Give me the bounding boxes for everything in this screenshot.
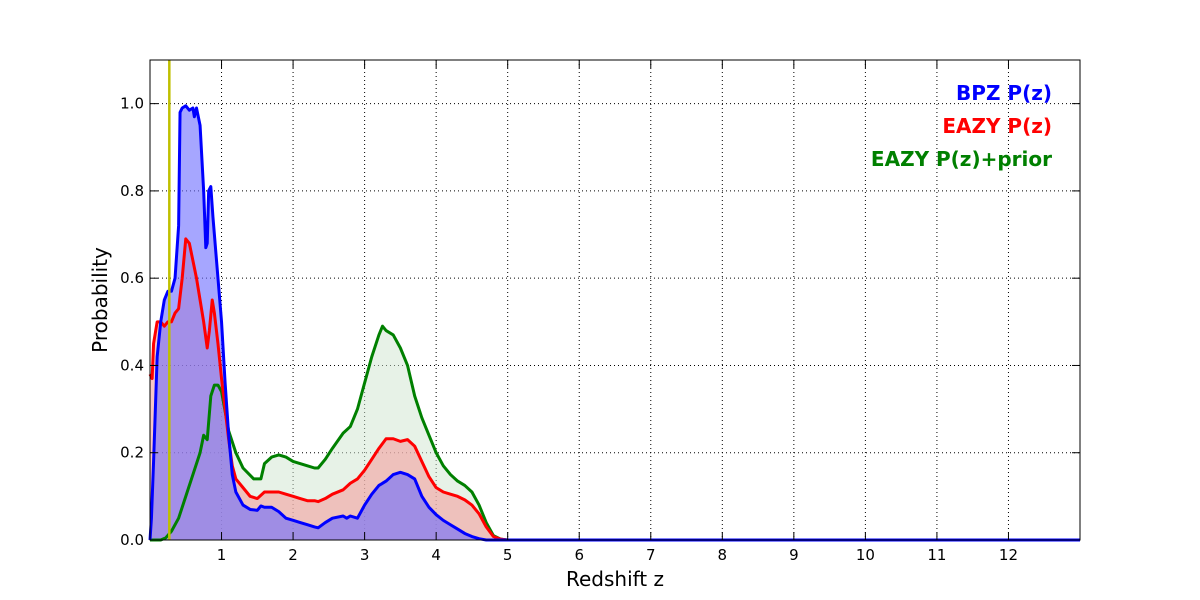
- x-tick-label-6: 7: [646, 546, 656, 564]
- axis-tick-labels: 1 2 3 4 5 6 7 8 9 10 11 120.00.20.40.60.81.0: [120, 95, 1018, 564]
- y-tick-label-5: 1.0: [120, 95, 144, 113]
- x-tick-label-5: 6: [574, 546, 584, 564]
- x-tick-label-9: 10: [856, 546, 875, 564]
- series-fill-1: [150, 238, 1080, 540]
- series-line-0: [150, 324, 1080, 542]
- grid-lines: [150, 60, 1080, 541]
- x-tick-label-10: 11: [927, 546, 946, 564]
- series-lines: [148, 104, 1080, 542]
- series-fills: [150, 105, 1080, 541]
- y-tick-label-4: 0.8: [120, 182, 144, 200]
- plot-frame: [149, 59, 1081, 541]
- y-tick-label-1: 0.2: [120, 444, 144, 462]
- x-tick-label-4: 5: [503, 546, 513, 564]
- x-tick-label-3: 4: [431, 546, 441, 564]
- axis-ticks: [150, 60, 1080, 541]
- x-tick-label-0: 1: [217, 546, 227, 564]
- x-tick-label-2: 3: [360, 546, 370, 564]
- x-tick-label-8: 9: [789, 546, 799, 564]
- y-tick-label-0: 0.0: [120, 531, 144, 549]
- y-axis-label: Probability: [88, 247, 112, 353]
- series-line-2: [148, 104, 1080, 542]
- legend-entry-1: EAZY P(z): [942, 114, 1052, 138]
- series-line-1: [148, 237, 1080, 542]
- x-axis-label: Redshift z: [566, 567, 664, 591]
- legend: BPZ P(z) EAZY P(z) EAZY P(z)+prior: [871, 81, 1052, 171]
- legend-entry-0: BPZ P(z): [956, 81, 1052, 105]
- x-tick-label-11: 12: [999, 546, 1018, 564]
- y-tick-label-2: 0.4: [120, 356, 144, 374]
- x-tick-label-7: 8: [718, 546, 728, 564]
- y-tick-label-3: 0.6: [120, 269, 144, 287]
- x-tick-label-1: 2: [288, 546, 298, 564]
- legend-entry-2: EAZY P(z)+prior: [871, 147, 1052, 171]
